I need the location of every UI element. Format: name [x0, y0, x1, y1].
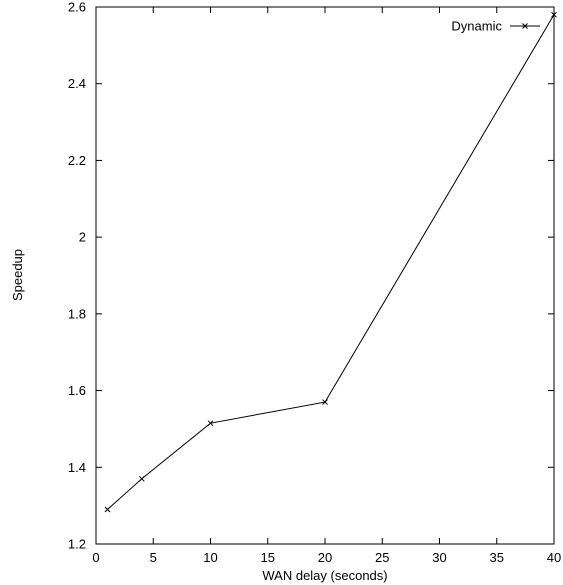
marker-stroke: [322, 399, 328, 405]
legend-marker: [522, 23, 528, 29]
x-tick-label: 40: [547, 550, 561, 565]
x-tick-label: 5: [150, 550, 157, 565]
x-tick-label: 0: [92, 550, 99, 565]
y-tick-label: 1.4: [68, 460, 86, 475]
legend-label-dynamic: Dynamic: [451, 19, 502, 34]
data-point-marker: [207, 420, 214, 427]
marker-stroke: [138, 475, 145, 482]
y-tick-label: 2.6: [68, 0, 86, 15]
x-tick-label: 30: [432, 550, 446, 565]
legend: Dynamic: [451, 19, 540, 34]
y-tick-label: 1.6: [68, 383, 86, 398]
y-tick-label: 2.2: [68, 153, 86, 168]
x-axis-title: WAN delay (seconds): [262, 568, 387, 583]
marker-stroke: [104, 506, 111, 513]
data-point-marker: [322, 399, 328, 405]
data-point-marker: [104, 506, 111, 513]
x-tick-label: 20: [318, 550, 332, 565]
x-tick-label: 15: [261, 550, 275, 565]
x-tick-label: 25: [375, 550, 389, 565]
marker-stroke: [522, 23, 528, 29]
y-tick-label: 1.8: [68, 306, 86, 321]
tick-labels: 0 5 10 15 20 25 30 35 40 1.2 1.4 1.6 1.8 2 2.2 2.4 2.6: [68, 0, 561, 565]
marker-stroke: [207, 420, 214, 427]
y-axis-title: Speedup: [10, 249, 25, 301]
plot-frame: [95, 6, 555, 545]
y-tick-label: 1.2: [68, 537, 86, 552]
x-tick-label: 35: [490, 550, 504, 565]
data-point-marker: [138, 475, 145, 482]
x-tick-label: 10: [203, 550, 217, 565]
y-tick-label: 2: [79, 230, 86, 245]
series-lines: [104, 11, 557, 513]
y-tick-label: 2.4: [68, 76, 86, 91]
